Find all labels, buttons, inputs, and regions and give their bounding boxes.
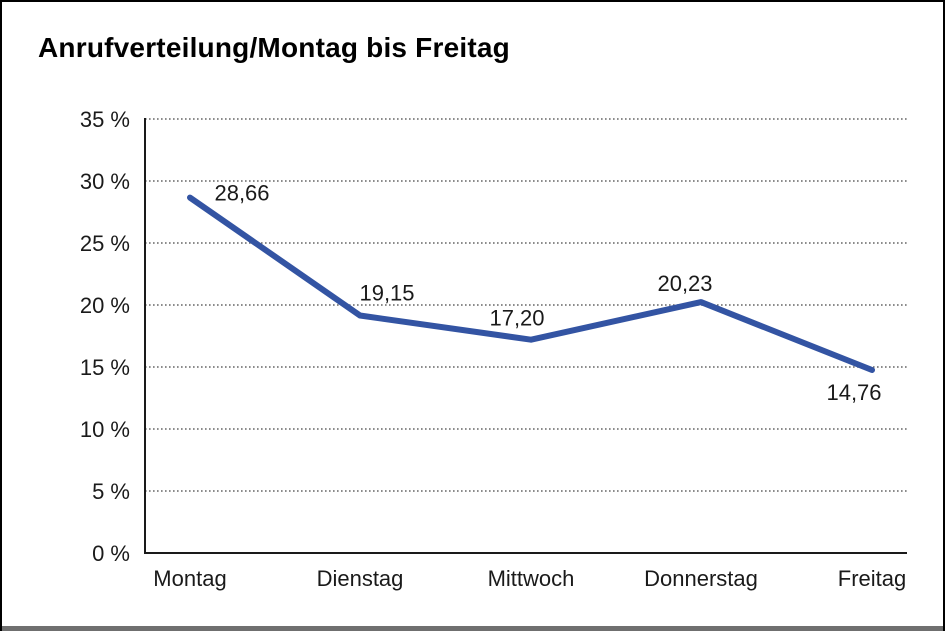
point-label-dienstag: 19,15 bbox=[359, 281, 414, 306]
data-series-line bbox=[187, 194, 875, 373]
y-tick-label-15: 15 % bbox=[80, 355, 130, 380]
frame-shadow-bottom bbox=[2, 626, 943, 631]
x-tick-label-mittwoch: Mittwoch bbox=[488, 566, 575, 591]
point-label-mittwoch: 17,20 bbox=[489, 306, 544, 331]
y-tick-label-0: 0 % bbox=[92, 541, 130, 566]
point-label-freitag: 14,76 bbox=[826, 380, 881, 405]
y-tick-label-20: 20 % bbox=[80, 293, 130, 318]
x-tick-label-freitag: Freitag bbox=[838, 566, 906, 591]
x-tick-label-donnerstag: Donnerstag bbox=[644, 566, 758, 591]
x-tick-label-montag: Montag bbox=[153, 566, 226, 591]
chart-title: Anrufverteilung/Montag bis Freitag bbox=[38, 32, 510, 63]
y-tick-label-35: 35 % bbox=[80, 107, 130, 132]
y-tick-label-30: 30 % bbox=[80, 169, 130, 194]
point-label-montag: 28,66 bbox=[214, 181, 269, 206]
y-tick-label-25: 25 % bbox=[80, 231, 130, 256]
point-label-donnerstag: 20,23 bbox=[657, 271, 712, 296]
y-tick-label-5: 5 % bbox=[92, 479, 130, 504]
y-tick-label-10: 10 % bbox=[80, 417, 130, 442]
x-tick-label-dienstag: Dienstag bbox=[317, 566, 404, 591]
